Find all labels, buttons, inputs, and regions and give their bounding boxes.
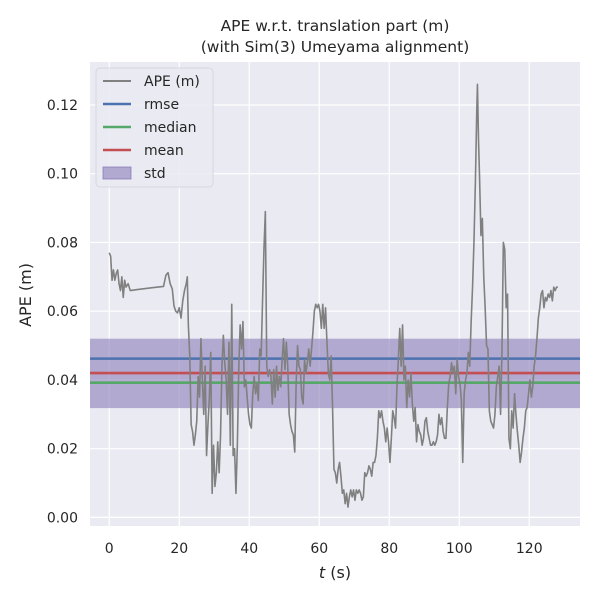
legend-swatch-std xyxy=(102,166,132,180)
series-layer xyxy=(108,83,558,508)
chart-title-line1: APE w.r.t. translation part (m) xyxy=(221,17,450,35)
legend-label-rmse: rmse xyxy=(144,97,179,113)
x-tick-label: 120 xyxy=(516,541,543,557)
x-axis-label-var: t xyxy=(319,563,326,582)
x-tick-label: 100 xyxy=(446,541,473,557)
x-tick-label: 40 xyxy=(240,541,258,557)
y-tick-label: 0.12 xyxy=(47,98,78,114)
x-tick-label: 0 xyxy=(105,541,114,557)
chart-title-line2: (with Sim(3) Umeyama alignment) xyxy=(201,38,470,56)
legend-label-ape: APE (m) xyxy=(144,74,200,90)
legend-label-mean: mean xyxy=(144,143,184,159)
y-tick-label: 0.00 xyxy=(47,510,78,526)
ape-series-line xyxy=(108,83,558,508)
x-tick-label: 60 xyxy=(310,541,328,557)
legend: APE (m) rmse median mean std xyxy=(95,67,214,188)
legend-box xyxy=(95,67,214,188)
legend-label-std: std xyxy=(144,166,166,182)
y-tick-label: 0.10 xyxy=(47,167,78,183)
x-tick-label: 80 xyxy=(380,541,398,557)
y-tick-label: 0.06 xyxy=(47,304,78,320)
y-tick-label: 0.08 xyxy=(47,235,78,251)
x-tick-label: 20 xyxy=(170,541,188,557)
y-tick-labels: 0.00 0.02 0.04 0.06 0.08 0.10 0.12 xyxy=(47,98,78,526)
x-axis-label-unit: (s) xyxy=(325,563,351,582)
legend-label-median: median xyxy=(144,120,196,136)
x-axis-label: t (s) xyxy=(319,563,351,582)
x-tick-labels: 0 20 40 60 80 100 120 xyxy=(105,541,543,557)
y-axis-label: APE (m) xyxy=(16,263,35,327)
y-tick-label: 0.04 xyxy=(47,373,78,389)
y-tick-label: 0.02 xyxy=(47,442,78,458)
